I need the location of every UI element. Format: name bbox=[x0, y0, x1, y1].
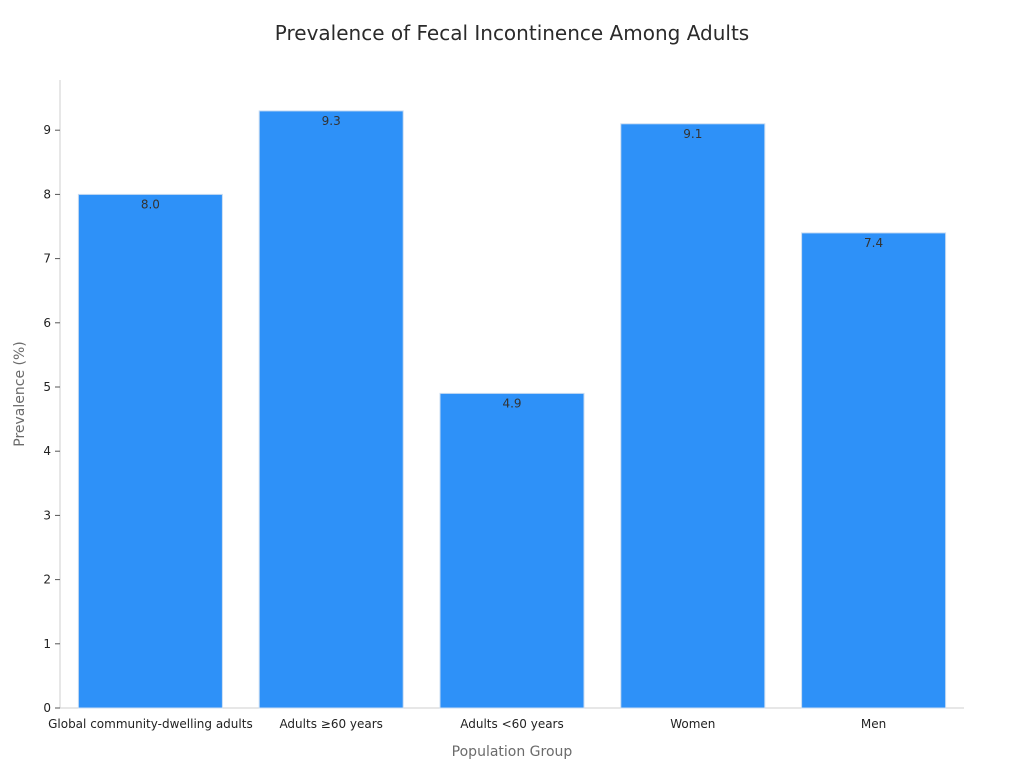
x-ticks-group: Global community-dwelling adults Adults ≥… bbox=[48, 717, 886, 731]
x-tick-label-global-community-dwelling-adults: Global community-dwelling adults bbox=[48, 717, 253, 731]
data-label-men: 7.4 bbox=[864, 236, 883, 250]
x-axis-title: Population Group bbox=[452, 744, 573, 760]
bar-adults-ge60-years bbox=[258, 110, 404, 709]
x-tick-label-men: Men bbox=[861, 717, 886, 731]
y-ticks-group: 0 1 2 3 4 5 6 7 8 9 bbox=[43, 123, 60, 715]
x-tick-label-adults-lt60-years: Adults <60 years bbox=[460, 717, 564, 731]
y-tick-label-4: 4 bbox=[43, 444, 51, 458]
y-tick-label-6: 6 bbox=[43, 316, 51, 330]
data-label-adults-ge60-years: 9.3 bbox=[322, 114, 341, 128]
bar-global-community-dwelling-adults bbox=[77, 193, 223, 709]
plot-area: 8.0 9.3 4.9 9.1 7.4 0 1 2 3 4 5 6 7 8 9 Global commun… bbox=[43, 80, 964, 731]
x-tick-label-adults-ge60-years: Adults ≥60 years bbox=[279, 717, 383, 731]
y-tick-label-5: 5 bbox=[43, 380, 51, 394]
x-tick-label-women: Women bbox=[670, 717, 715, 731]
y-tick-label-1: 1 bbox=[43, 637, 51, 651]
bar-women bbox=[620, 123, 766, 709]
bars-group bbox=[77, 110, 947, 709]
data-label-women: 9.1 bbox=[683, 127, 702, 141]
data-labels-group: 8.0 9.3 4.9 9.1 7.4 bbox=[141, 114, 883, 410]
y-tick-label-9: 9 bbox=[43, 123, 51, 137]
chart-title: Prevalence of Fecal Incontinence Among A… bbox=[275, 21, 749, 45]
y-axis-title: Prevalence (%) bbox=[12, 341, 28, 447]
bar-adults-lt60-years bbox=[439, 392, 585, 709]
y-tick-label-0: 0 bbox=[43, 701, 51, 715]
data-label-adults-lt60-years: 4.9 bbox=[502, 396, 521, 410]
y-tick-label-2: 2 bbox=[43, 573, 51, 587]
data-label-global-community-dwelling-adults: 8.0 bbox=[141, 197, 160, 211]
y-tick-label-8: 8 bbox=[43, 187, 51, 201]
y-tick-label-3: 3 bbox=[43, 508, 51, 522]
bar-men bbox=[801, 232, 947, 709]
y-tick-label-7: 7 bbox=[43, 252, 51, 266]
